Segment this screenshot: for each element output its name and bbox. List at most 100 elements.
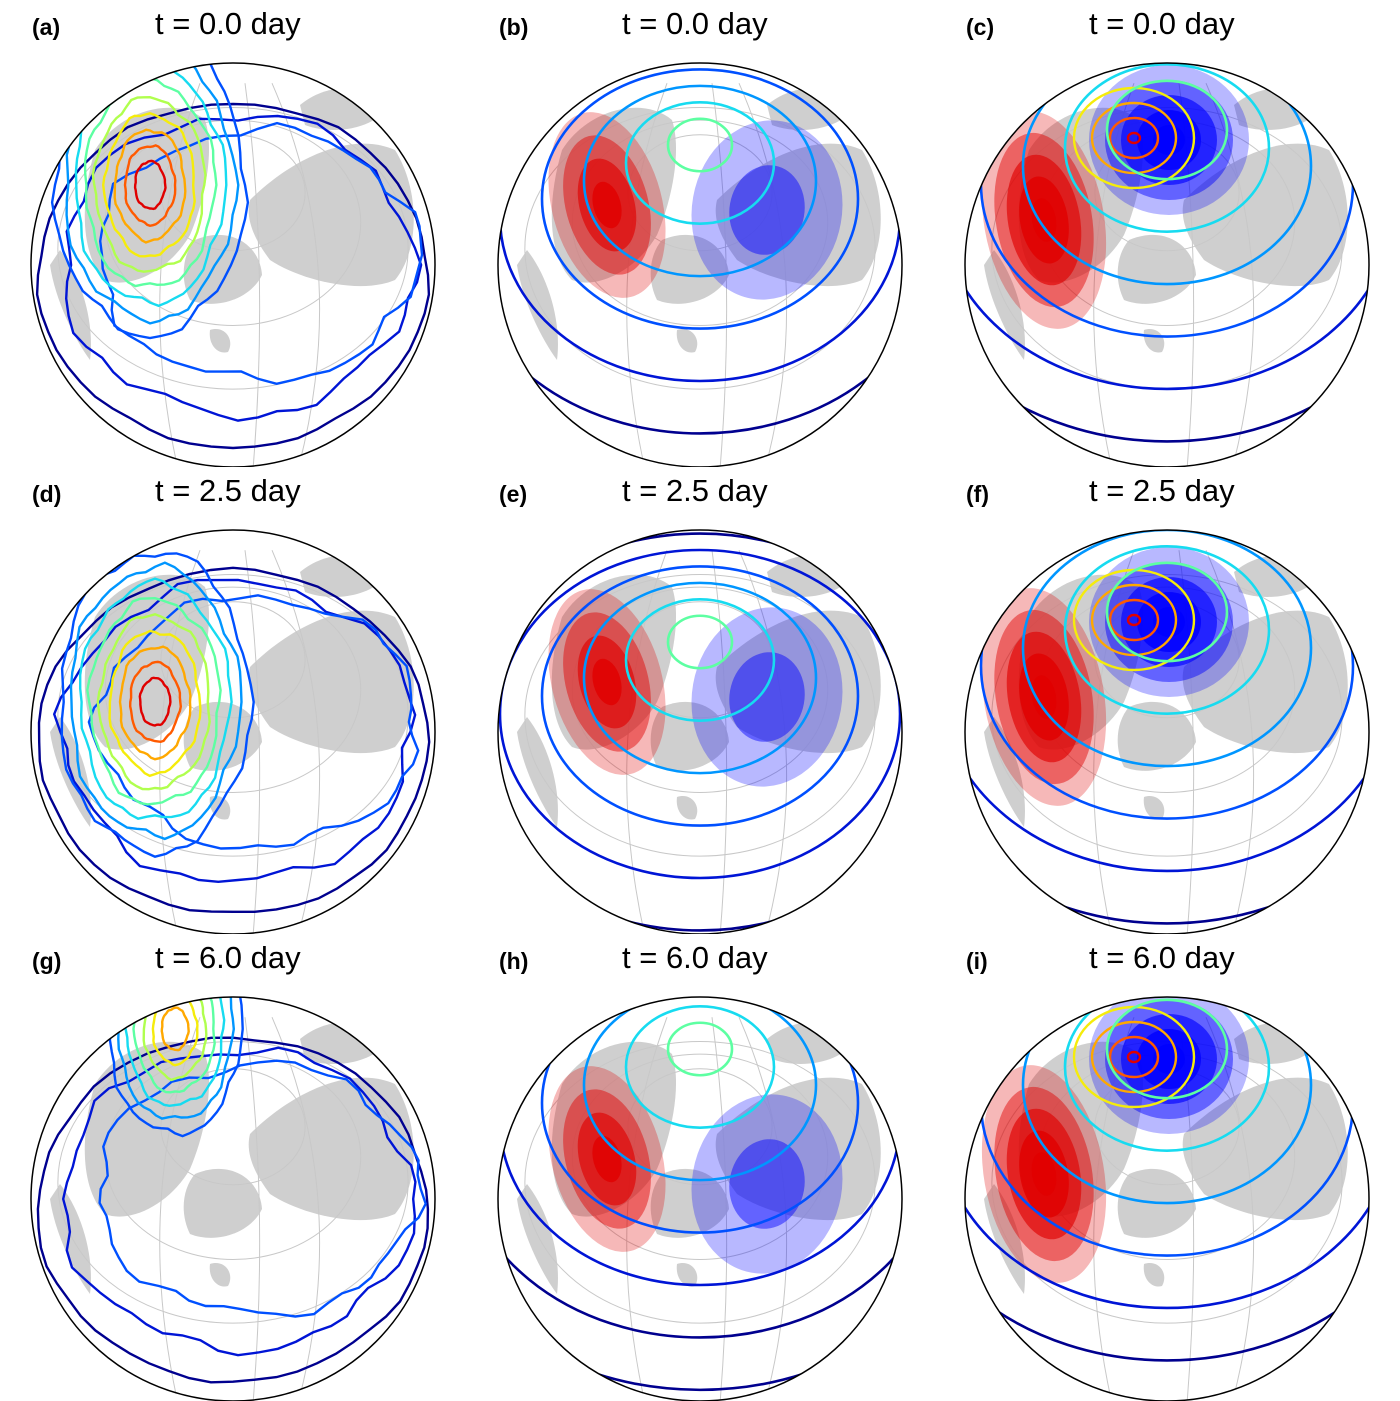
observed-contour-inner-5 <box>101 112 196 258</box>
landmass-4 <box>984 717 1025 827</box>
zonal-contour-0 <box>666 117 734 173</box>
graticule-meridian-1 <box>711 1017 728 1401</box>
map-panel: (d) t = 2.5 day <box>0 467 467 934</box>
globe-map <box>30 62 436 467</box>
graticule-meridian-0 <box>159 550 201 934</box>
landmass-4 <box>984 250 1025 360</box>
landmass-1 <box>183 1168 262 1238</box>
landmass-5 <box>209 1263 231 1287</box>
graticule-meridian-2 <box>738 1017 788 1401</box>
observed-contour-outer-1 <box>64 114 423 422</box>
globe-outline <box>30 62 436 467</box>
panel-title: t = 6.0 day <box>622 940 768 975</box>
globe-outline <box>964 996 1370 1401</box>
observed-contour-outer-2 <box>87 594 420 850</box>
vortex-contour-2 <box>1090 1020 1178 1094</box>
map-panel: (c) t = 0.0 day <box>934 0 1400 467</box>
zonal-contour-1 <box>1063 545 1271 715</box>
observed-contour-outer-1 <box>52 578 417 884</box>
observed-contour-inner-6 <box>118 645 192 761</box>
map-panel: (g) t = 6.0 day <box>0 934 467 1401</box>
landmass-4 <box>517 1184 558 1294</box>
observed-contour-inner-6 <box>160 1006 190 1052</box>
observed-contour-inner-1 <box>69 561 243 841</box>
panel-letter: (h) <box>499 948 529 974</box>
vortex-contour-0 <box>1126 1050 1142 1064</box>
positive-anomaly-level-3 <box>592 658 622 706</box>
observed-contour-inner-5 <box>108 629 202 778</box>
zonal-contour-5 <box>965 530 1369 925</box>
graticule-latitude-2 <box>524 574 876 857</box>
observed-contour-inner-7 <box>128 660 183 744</box>
graticule-meridian-0 <box>1093 83 1135 467</box>
observed-contour-outer-1 <box>61 1046 417 1357</box>
graticule-latitude-1 <box>571 119 829 326</box>
panel-letter: (d) <box>32 481 62 507</box>
vortex-contour-0 <box>1126 613 1142 627</box>
graticule-latitude-2 <box>57 1041 409 1324</box>
landmass-2 <box>1182 610 1348 754</box>
globe-map <box>497 529 903 934</box>
negative-anomaly-level-1 <box>729 1139 805 1229</box>
graticule-latitude-1 <box>571 586 829 793</box>
graticule-latitude-1 <box>571 1053 829 1260</box>
landmass-5 <box>1143 1263 1165 1287</box>
zonal-contour-3 <box>540 68 860 330</box>
zonal-contour-5 <box>965 997 1369 1362</box>
graticule-meridian-0 <box>626 1017 668 1401</box>
zonal-contour-6 <box>498 997 902 1392</box>
observed-contour-inner-2 <box>122 997 226 1108</box>
zonal-contour-2 <box>1021 63 1313 286</box>
globe-map <box>30 529 436 934</box>
panel-title: t = 2.5 day <box>155 473 301 508</box>
observed-contour-inner-3 <box>132 997 216 1094</box>
zonal-contour-0 <box>666 1021 734 1077</box>
observed-contour-inner-2 <box>74 63 228 308</box>
positive-anomaly-level-3 <box>592 181 622 229</box>
zonal-contour-1 <box>1063 63 1271 233</box>
zonal-contour-0 <box>666 614 734 670</box>
zonal-contour-5 <box>498 997 902 1339</box>
globe-map <box>497 996 903 1401</box>
globe-outline <box>30 529 436 934</box>
globe-map <box>30 996 436 1401</box>
globe-map <box>964 529 1370 934</box>
zonal-contour-5 <box>498 532 902 932</box>
zonal-contour-2 <box>582 581 818 775</box>
landmass-4 <box>517 717 558 827</box>
zonal-contour-1 <box>624 598 776 722</box>
vortex-contour-1 <box>1108 598 1160 642</box>
zonal-contour-4 <box>498 548 902 880</box>
zonal-contour-1 <box>624 101 776 225</box>
negative-anomaly-level-1 <box>729 652 805 742</box>
observed-contour-outer-0 <box>37 566 431 913</box>
landmass-1 <box>1117 234 1196 304</box>
zonal-contour-2 <box>1021 997 1313 1205</box>
zonal-contour-4 <box>965 997 1369 1310</box>
globe-map <box>964 996 1370 1401</box>
graticule-meridian-2 <box>271 550 321 934</box>
landmass-2 <box>715 610 881 754</box>
graticule-meridian-2 <box>1205 83 1255 467</box>
graticule-latitude-0 <box>627 601 773 719</box>
observed-contour-outer-2 <box>98 1059 427 1318</box>
graticule-meridian-0 <box>626 550 668 934</box>
panel-letter: (c) <box>966 14 995 40</box>
panel-title: t = 6.0 day <box>155 940 301 975</box>
graticule-meridian-2 <box>271 1017 321 1401</box>
landmass-4 <box>50 250 91 360</box>
observed-contour-outer-0 <box>35 102 431 450</box>
negative-anomaly-level-4 <box>1153 125 1185 155</box>
positive-anomaly-level-4 <box>1031 1152 1057 1196</box>
graticule-latitude-0 <box>160 601 306 719</box>
graticule-meridian-2 <box>271 83 321 467</box>
vortex-contour-0 <box>1126 131 1142 145</box>
globe-map <box>964 62 1370 467</box>
map-panel: (a) t = 0.0 day <box>0 0 467 467</box>
observed-contour-inner-6 <box>113 128 187 244</box>
panel-letter: (f) <box>966 481 989 507</box>
graticule-latitude-2 <box>57 574 409 857</box>
landmass-2 <box>248 1077 414 1221</box>
panel-letter: (e) <box>499 481 528 507</box>
